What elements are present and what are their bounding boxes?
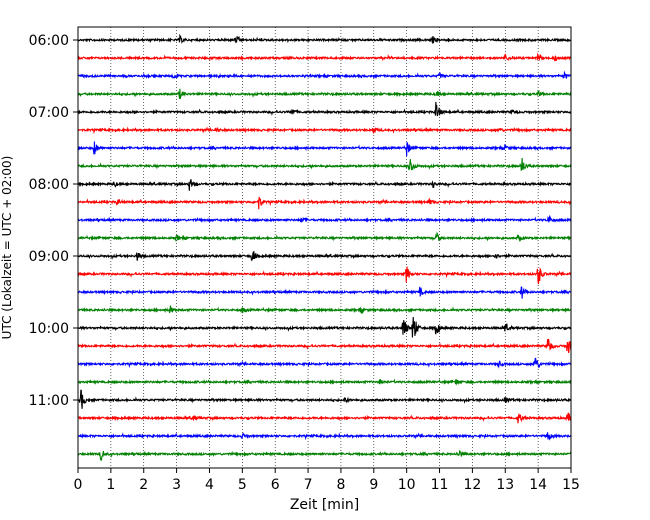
y-tick-label: 06:00 bbox=[29, 33, 69, 49]
trace-line bbox=[77, 33, 572, 45]
trace-line bbox=[77, 141, 572, 157]
x-tick-label: 9 bbox=[369, 477, 378, 493]
x-tick-label: 4 bbox=[205, 477, 214, 493]
trace-line bbox=[77, 251, 572, 262]
x-axis-label: Zeit [min] bbox=[290, 497, 359, 513]
x-tick-label: 8 bbox=[336, 477, 345, 493]
trace-group bbox=[77, 33, 572, 461]
plot-frame bbox=[77, 26, 572, 469]
trace-line bbox=[77, 126, 572, 135]
trace-line bbox=[77, 338, 572, 354]
trace-line bbox=[77, 196, 572, 210]
x-tick-label: 6 bbox=[271, 477, 280, 493]
y-axis-label: UTC (Lokalzeit = UTC + 02:00) bbox=[0, 156, 14, 340]
x-tick-label: 2 bbox=[139, 477, 148, 493]
trace-line bbox=[77, 286, 572, 299]
trace-line bbox=[77, 101, 572, 117]
x-tick-label: 1 bbox=[106, 477, 115, 493]
x-tick-label: 3 bbox=[172, 477, 181, 493]
trace-line bbox=[77, 214, 572, 224]
x-tick-label: 11 bbox=[431, 477, 449, 493]
x-tick-label: 7 bbox=[304, 477, 313, 493]
trace-line bbox=[77, 389, 572, 409]
x-tick-label: 0 bbox=[74, 477, 83, 493]
trace-line bbox=[77, 450, 572, 461]
x-tick-label: 5 bbox=[238, 477, 247, 493]
trace-line bbox=[77, 316, 572, 338]
x-axis-ticks: 0 1 2 3 4 5 6 7 8 9 10 11 12 13 14 15 bbox=[74, 468, 580, 493]
y-tick-label: 07:00 bbox=[29, 105, 69, 121]
trace-line bbox=[77, 70, 572, 80]
trace-line bbox=[77, 158, 572, 171]
x-tick-label: 10 bbox=[398, 477, 416, 493]
trace-line bbox=[77, 231, 572, 243]
y-tick-label: 08:00 bbox=[29, 177, 69, 193]
trace-line bbox=[77, 52, 572, 62]
trace-line bbox=[77, 88, 572, 100]
x-tick-label: 15 bbox=[562, 477, 580, 493]
trace-line bbox=[77, 412, 572, 424]
trace-line bbox=[77, 305, 572, 315]
x-tick-label: 12 bbox=[463, 477, 481, 493]
trace-line bbox=[77, 378, 572, 386]
x-tick-label: 13 bbox=[496, 477, 514, 493]
y-axis-ticks: 06:00 07:00 08:00 09:00 10:00 11:00 bbox=[29, 33, 78, 409]
trace-line bbox=[77, 266, 572, 285]
x-tick-label: 14 bbox=[529, 477, 547, 493]
trace-line bbox=[77, 179, 572, 191]
trace-line bbox=[77, 357, 572, 369]
y-tick-label: 09:00 bbox=[29, 249, 69, 265]
y-tick-label: 11:00 bbox=[29, 393, 69, 409]
trace-line bbox=[77, 432, 572, 441]
y-tick-label: 10:00 bbox=[29, 321, 69, 337]
